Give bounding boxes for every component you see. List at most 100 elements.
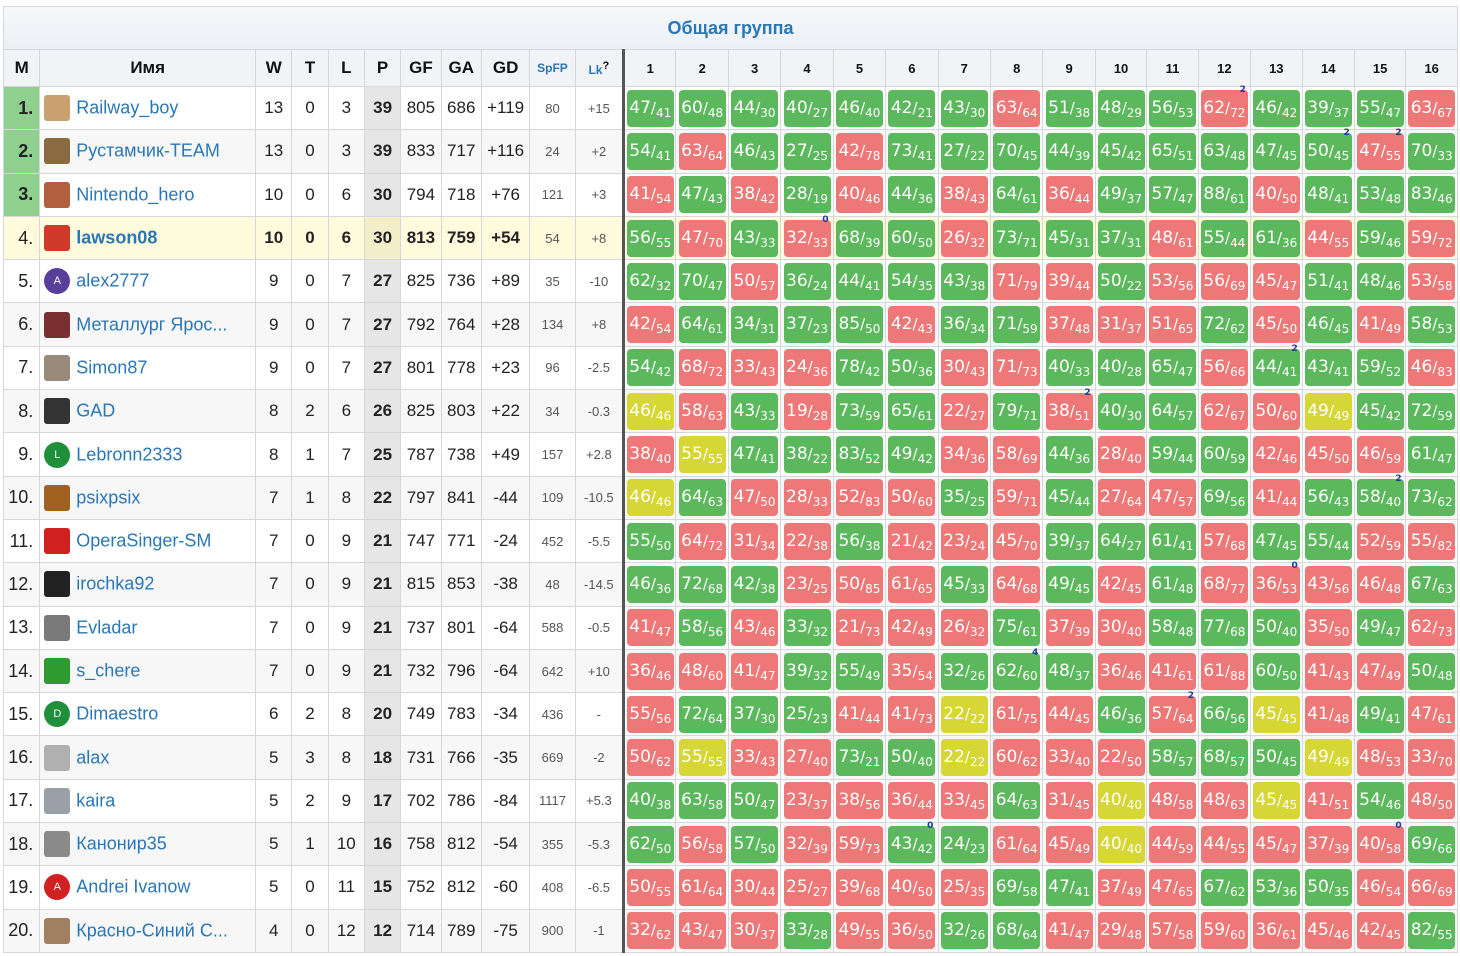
match-score[interactable]: 55/55 (678, 436, 726, 474)
match-score[interactable]: 48/46 (1356, 262, 1404, 300)
avatar[interactable] (44, 831, 71, 858)
match-score[interactable]: 37/39 (1045, 609, 1093, 647)
avatar[interactable] (44, 95, 71, 122)
match-score[interactable]: 61/47 (1408, 436, 1456, 474)
match-score[interactable]: 49/47 (1356, 609, 1404, 647)
match-score[interactable]: 55/44 (1200, 219, 1248, 257)
match-score[interactable]: 32/26 (940, 912, 988, 950)
match-score[interactable]: 42/45 (1097, 565, 1145, 603)
match-score[interactable]: 50/60 (1252, 392, 1300, 430)
match-score[interactable]: 41/48 (1304, 695, 1352, 733)
match-score[interactable]: 47/45 (1252, 132, 1300, 170)
match-score[interactable]: 28/33 (783, 479, 831, 517)
match-score[interactable]: 46/43 (731, 132, 779, 170)
player-name-link[interactable]: OperaSinger-SM (76, 530, 212, 551)
col-header-lk[interactable]: Lk? (574, 49, 625, 87)
match-score[interactable]: 63/64 (993, 89, 1041, 127)
match-score[interactable]: 27/40 (783, 739, 831, 777)
match-score[interactable]: 47/49 (1356, 652, 1404, 690)
match-score[interactable]: 30/37 (731, 912, 779, 950)
match-score[interactable]: 50/40 (888, 739, 936, 777)
match-score[interactable]: 55/82 (1408, 522, 1456, 560)
match-score[interactable]: 27/25 (783, 132, 831, 170)
match-score[interactable]: 27/22 (940, 132, 988, 170)
col-header-round-6[interactable]: 6 (885, 49, 939, 87)
match-score[interactable]: 45/33 (940, 565, 988, 603)
match-score[interactable]: 70/45 (993, 132, 1041, 170)
match-score[interactable]: 28/19 (783, 176, 831, 214)
match-score[interactable]: 40/33 (1045, 349, 1093, 387)
match-score[interactable]: 45/45 (1252, 695, 1300, 733)
match-score[interactable]: 35/54 (888, 652, 936, 690)
player-name-link[interactable]: Nintendo_hero (76, 184, 195, 205)
match-score[interactable]: 41/54 (626, 176, 674, 214)
match-score[interactable]: 61/36 (1252, 219, 1300, 257)
match-score[interactable]: 61/64 (678, 868, 726, 906)
col-header-round-5[interactable]: 5 (832, 49, 887, 87)
match-score[interactable]: 58/63 (678, 392, 726, 430)
avatar[interactable]: A (44, 268, 71, 295)
match-score[interactable]: 64/72 (678, 522, 726, 560)
match-score[interactable]: 43/56 (1304, 565, 1352, 603)
match-score[interactable]: 45/49 (1045, 825, 1093, 863)
match-score[interactable]: 42/54 (626, 306, 674, 344)
match-score[interactable]: 22/38 (783, 522, 831, 560)
col-header-spfp[interactable]: SpFP (529, 49, 576, 87)
match-score[interactable]: 57/68 (1200, 522, 1248, 560)
match-score[interactable]: 44/30 (731, 89, 779, 127)
player-name-link[interactable]: Evladar (76, 617, 138, 638)
match-score[interactable]: 70/47 (678, 262, 726, 300)
match-score[interactable]: 61/65 (888, 565, 936, 603)
match-score[interactable]: 58/69 (993, 436, 1041, 474)
match-score[interactable]: 38/56 (835, 782, 883, 820)
avatar[interactable]: L (44, 441, 71, 468)
match-score[interactable]: 41/47 (731, 652, 779, 690)
match-score[interactable]: 50/40 (1252, 609, 1300, 647)
col-header-round-8[interactable]: 8 (989, 49, 1044, 87)
match-score[interactable]: 58/40 2 (1356, 474, 1404, 517)
match-score[interactable]: 60/59 (1200, 436, 1248, 474)
player-name-link[interactable]: alex2777 (76, 270, 150, 291)
player-name-link[interactable]: alax (76, 747, 110, 768)
match-score[interactable]: 45/47 (1252, 262, 1300, 300)
match-score[interactable]: 57/58 (1148, 912, 1196, 950)
match-score[interactable]: 49/41 (1356, 695, 1404, 733)
match-score[interactable]: 62/32 (626, 262, 674, 300)
match-score[interactable]: 47/70 (678, 219, 726, 257)
match-score[interactable]: 44/59 (1148, 825, 1196, 863)
match-score[interactable]: 47/55 2 (1356, 128, 1404, 170)
player-name-link[interactable]: kaira (76, 790, 116, 811)
avatar[interactable] (44, 787, 71, 814)
player-name-link[interactable]: Andrei Ivanow (76, 876, 191, 897)
match-score[interactable]: 42/49 (888, 609, 936, 647)
match-score[interactable]: 59/44 (1148, 436, 1196, 474)
match-score[interactable]: 31/45 (1045, 782, 1093, 820)
match-score[interactable]: 37/30 (731, 695, 779, 733)
match-score[interactable]: 41/47 (626, 609, 674, 647)
match-score[interactable]: 45/50 (1304, 436, 1352, 474)
match-score[interactable]: 44/39 (1045, 132, 1093, 170)
match-score[interactable]: 32/26 (940, 652, 988, 690)
match-score[interactable]: 71/79 (993, 262, 1041, 300)
match-score[interactable]: 46/40 (835, 89, 883, 127)
match-score[interactable]: 42/46 (1252, 436, 1300, 474)
match-score[interactable]: 62/73 (1408, 609, 1456, 647)
match-score[interactable]: 48/60 (678, 652, 726, 690)
match-score[interactable]: 40/50 (888, 868, 936, 906)
match-score[interactable]: 47/41 (1045, 868, 1093, 906)
match-score[interactable]: 73/41 (888, 132, 936, 170)
match-score[interactable]: 60/50 (888, 219, 936, 257)
match-score[interactable]: 73/59 (835, 392, 883, 430)
match-score[interactable]: 28/40 (1097, 436, 1145, 474)
match-score[interactable]: 56/69 (1200, 262, 1248, 300)
match-score[interactable]: 65/61 (888, 392, 936, 430)
player-name-link[interactable]: Dimaestro (76, 703, 159, 724)
col-header-round-1[interactable]: 1 (622, 49, 677, 87)
match-score[interactable]: 33/40 (1045, 739, 1093, 777)
match-score[interactable]: 61/64 (993, 825, 1041, 863)
match-score[interactable]: 48/29 (1097, 89, 1145, 127)
col-header-name[interactable]: Имя (39, 49, 257, 87)
match-score[interactable]: 51/65 (1148, 306, 1196, 344)
match-score[interactable]: 58/56 (678, 609, 726, 647)
match-score[interactable]: 43/42 0 (888, 821, 936, 863)
